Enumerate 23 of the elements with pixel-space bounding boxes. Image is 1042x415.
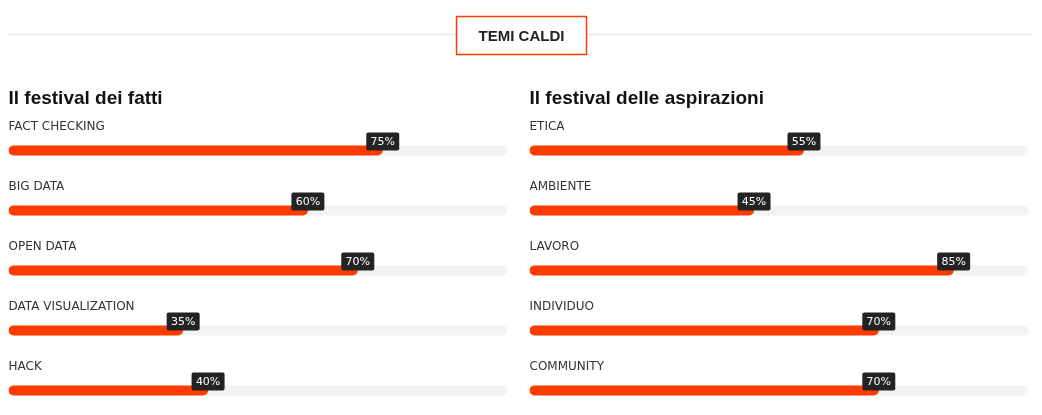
- y-tick-label: COMMUNITY: [529, 358, 605, 373]
- y-tick-label: ETICA: [529, 118, 566, 133]
- y-tick-label: LAVORO: [529, 238, 580, 253]
- data-label: 45%: [741, 195, 767, 208]
- data-label: 35%: [170, 315, 196, 328]
- y-tick-label: DATA VISUALIZATION: [8, 298, 135, 313]
- data-label: 70%: [866, 375, 892, 388]
- chart-title: Il festival delle aspirazioni: [529, 87, 764, 108]
- data-label: 85%: [941, 255, 966, 268]
- chart-title: Il festival dei fatti: [8, 87, 163, 108]
- y-tick-label: FACT CHECKING: [8, 118, 105, 133]
- data-label: 75%: [370, 135, 395, 148]
- data-label: 70%: [866, 315, 892, 328]
- y-tick-label: HACK: [8, 358, 43, 373]
- data-label: 40%: [195, 375, 221, 388]
- data-label: 60%: [295, 195, 321, 208]
- y-tick-label: OPEN DATA: [8, 238, 78, 253]
- y-tick-label: AMBIENTE: [529, 178, 592, 193]
- y-tick-label: INDIVIDUO: [529, 298, 595, 313]
- y-tick-label: BIG DATA: [8, 178, 66, 193]
- text: TEMI CALDI: [478, 27, 565, 44]
- data-label: 55%: [791, 135, 817, 148]
- data-label: 70%: [345, 255, 371, 268]
